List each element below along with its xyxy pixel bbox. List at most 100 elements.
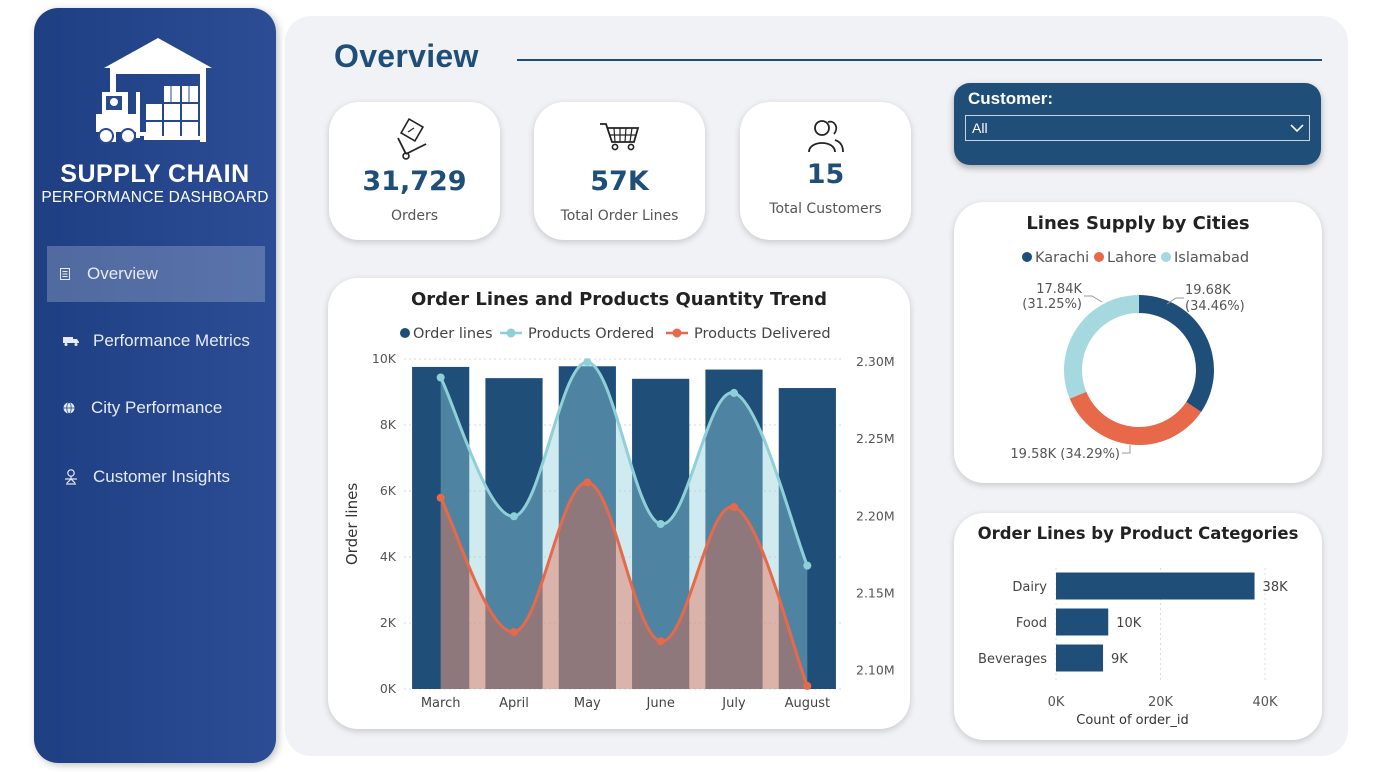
cities-donut-chart: Karachi Lahore Islamabad 19.68K(34.46%) 17.8… (1010, 250, 1249, 462)
customer-filter: Customer: All (954, 83, 1321, 165)
trend-chart-card: Order Lines and Products Quantity Trend … (328, 278, 910, 729)
x-tick-label: 0K (1048, 695, 1065, 710)
legend-label: Products Ordered (528, 326, 654, 342)
legend-marker (672, 328, 682, 338)
cities-chart-title: Lines Supply by Cities (1026, 213, 1250, 234)
donut-slice-karachi (1139, 295, 1214, 413)
sidebar-item-label: Customer Insights (93, 467, 230, 486)
kpi-card-customers: 15 Total Customers (740, 102, 911, 240)
y2-tick-label: 2.20M (856, 508, 895, 523)
value-label: 10K (1116, 616, 1142, 631)
bar-order-lines (778, 388, 836, 689)
globe-icon (61, 400, 77, 416)
title-divider (517, 59, 1322, 61)
kpi-card-order-lines: 57K Total Order Lines (534, 102, 705, 240)
point-products-ordered (730, 388, 738, 397)
category-bar (1056, 572, 1255, 600)
trend-chart-title: Order Lines and Products Quantity Trend (410, 289, 828, 310)
customer-select-value: All (972, 120, 988, 136)
brand-subtitle: PERFORMANCE DASHBOARD (41, 189, 269, 206)
sidebar-item-label: Overview (87, 264, 158, 283)
y-tick-label: 0K (380, 681, 397, 696)
y2-tick-label: 2.15M (856, 585, 895, 600)
kpi-customers-label: Total Customers (769, 201, 882, 217)
x-tick-label: June (646, 696, 675, 711)
x-axis-title: Count of order_id (1076, 713, 1188, 728)
leader-line (1084, 295, 1103, 303)
point-products-delivered (510, 627, 518, 636)
kpi-orders-value: 31,729 (362, 166, 467, 197)
customer-select[interactable]: All (965, 115, 1310, 141)
data-label: 19.68K (1185, 283, 1231, 298)
sidebar-item-label: Performance Metrics (93, 331, 250, 350)
category-label: Beverages (978, 652, 1047, 667)
categories-chart-card: Order Lines by Product Categories Dairy 3… (954, 513, 1322, 740)
person-icon (63, 469, 79, 485)
point-products-delivered (436, 493, 445, 502)
trend-chart: Order lines Products Ordered Products Deli… (343, 326, 895, 711)
kpi-order-lines-label: Total Order Lines (560, 208, 679, 224)
categories-chart-title: Order Lines by Product Categories (977, 524, 1299, 543)
legend-label: Karachi (1035, 250, 1089, 266)
donut-slice-islamabad (1064, 295, 1139, 399)
legend-marker (1161, 252, 1171, 262)
category-label: Food (1016, 616, 1047, 631)
kpi-orders-label: Orders (390, 208, 439, 224)
sidebar-item-city-performance[interactable]: City Performance (47, 380, 265, 436)
page-title: Overview (334, 38, 479, 74)
y2-tick-label: 2.10M (856, 662, 895, 677)
leader-line (1122, 445, 1131, 454)
bar-order-lines (412, 366, 470, 689)
brand-title: SUPPLY CHAIN (60, 160, 250, 188)
legend-label: Lahore (1107, 250, 1157, 266)
sidebar-item-performance-metrics[interactable]: Performance Metrics (47, 313, 265, 369)
legend-marker (1022, 252, 1032, 262)
sidebar-item-customer-insights[interactable]: Customer Insights (47, 449, 265, 505)
point-products-ordered (656, 520, 665, 528)
sidebar-item-overview[interactable]: Overview (47, 246, 265, 302)
cities-chart-card: Lines Supply by Cities Karachi Lahore Isla… (954, 202, 1322, 483)
data-label: (31.25%) (1022, 297, 1082, 312)
kpi-customers-value: 15 (806, 159, 845, 190)
users-icon (807, 120, 844, 153)
y-tick-label: 6K (380, 483, 397, 498)
donut-slice-lahore (1069, 391, 1202, 445)
data-label: 19.58K (34.29%) (1010, 447, 1120, 462)
point-products-delivered (656, 637, 665, 646)
data-label: 17.84K (1036, 282, 1082, 297)
x-tick-label: 40K (1252, 695, 1278, 710)
value-label: 9K (1111, 652, 1128, 667)
legend-marker (506, 328, 516, 338)
y-tick-label: 4K (380, 549, 397, 564)
point-products-ordered (510, 512, 518, 521)
y2-tick-label: 2.30M (856, 354, 895, 369)
category-bar (1056, 644, 1104, 672)
point-products-delivered (730, 503, 738, 512)
donut-labels: 19.68K(34.46%) 17.84K(31.25%) 19.58K (34.2… (1010, 282, 1244, 462)
y-tick-label: 10K (372, 351, 397, 366)
categories-bar-chart: Dairy 38K Food 10K Beverages 9K 0K 20K 40K Count … (978, 568, 1288, 728)
category-bar (1056, 608, 1109, 636)
point-products-ordered (803, 561, 812, 570)
x-tick-label: March (421, 696, 461, 711)
truck-icon (63, 333, 79, 349)
data-label: (34.46%) (1185, 299, 1245, 314)
legend-marker (1094, 252, 1104, 262)
y-tick-label: 2K (380, 615, 397, 630)
legend-label: Order lines (413, 326, 493, 342)
bar-order-lines (485, 378, 543, 689)
line-products-delivered (439, 480, 809, 687)
document-icon (57, 266, 73, 282)
x-tick-label: July (721, 696, 746, 711)
shopping-cart-icon (599, 123, 639, 151)
point-products-delivered (803, 681, 812, 690)
point-products-ordered (583, 358, 592, 367)
y-tick-label: 8K (380, 417, 397, 432)
kpi-order-lines-value: 57K (590, 166, 649, 197)
warehouse-logo-icon (96, 38, 212, 144)
y2-tick-label: 2.25M (856, 431, 895, 446)
point-products-delivered (583, 478, 592, 487)
legend-label: Products Delivered (694, 326, 831, 342)
trend-legend: Order lines Products Ordered Products Deli… (400, 326, 831, 342)
x-tick-label: April (499, 696, 529, 711)
